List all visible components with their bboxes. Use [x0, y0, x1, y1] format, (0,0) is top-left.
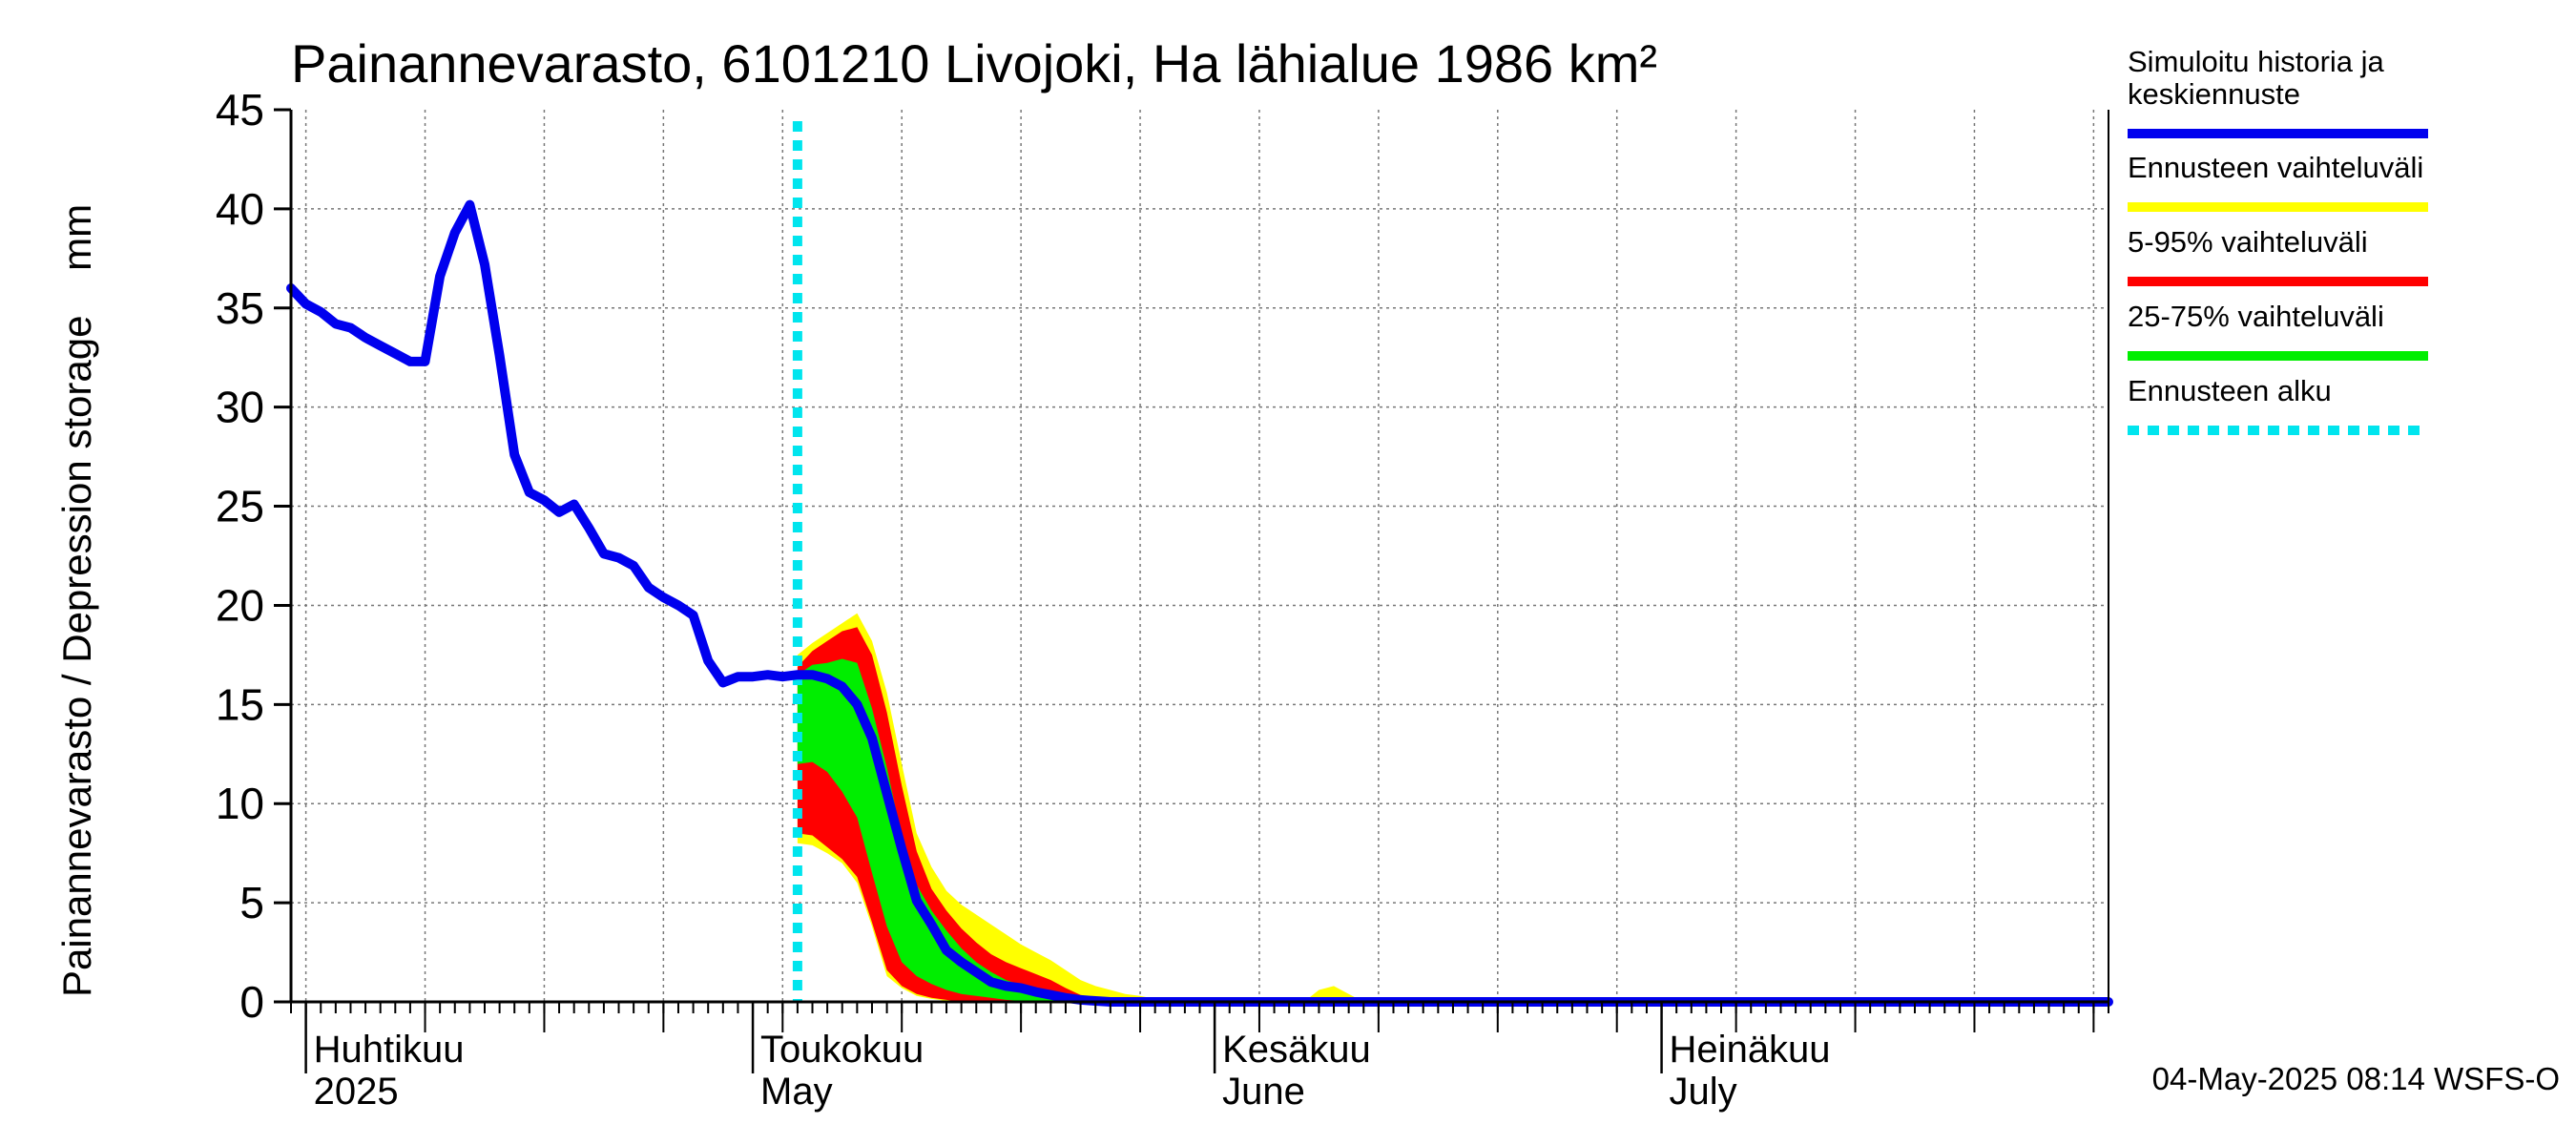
legend-label-ennusteen-vaihteluv-li: Ennusteen vaihteluväli [2128, 151, 2423, 184]
y-axis-label: Painannevarasto / Depression storage mm [54, 204, 99, 997]
x-month-label-en: May [760, 1071, 833, 1113]
band-p25-75 [797, 658, 2109, 1002]
grid [291, 110, 2109, 1002]
series-line-mean [286, 199, 2113, 1007]
series-lines [286, 199, 2113, 1007]
legend-label-simuloitu-historia-ja-keskiennuste-line1: Simuloitu historia ja [2128, 45, 2385, 78]
legend-label-5-95-vaihteluv-li: 5-95% vaihteluväli [2128, 225, 2368, 259]
y-tick-label: 0 [239, 977, 264, 1027]
y-tick-label: 30 [216, 383, 264, 432]
legend-label-25-75-vaihteluv-li: 25-75% vaihteluväli [2128, 300, 2384, 333]
y-tick-label: 5 [239, 878, 264, 927]
y-tick-labels: 0 5 10 15 20 25 30 35 40 45 [216, 85, 264, 1027]
y-tick-label: 45 [216, 85, 264, 135]
y-tick-label: 35 [216, 283, 264, 333]
forecast-bands [797, 613, 2109, 1002]
x-month-label-fi: Kesäkuu [1222, 1029, 1371, 1071]
x-month-label-fi: Heinäkuu [1670, 1029, 1831, 1071]
x-month-label-en: 2025 [314, 1071, 399, 1113]
y-tick-label: 10 [216, 779, 264, 828]
chart-title: Painannevarasto, 6101210 Livojoki, Ha lä… [291, 33, 1657, 94]
legend-label-ennusteen-alku: Ennusteen alku [2128, 374, 2332, 407]
y-tick-label: 25 [216, 482, 264, 531]
legend-label-simuloitu-historia-ja-keskiennuste-line2: keskiennuste [2128, 77, 2300, 111]
y-tick-label: 20 [216, 580, 264, 630]
y-tick-label: 40 [216, 184, 264, 234]
x-month-label-fi: Huhtikuu [314, 1029, 465, 1071]
footer-timestamp: 04-May-2025 08:14 WSFS-O [2152, 1061, 2560, 1096]
x-month-label-en: June [1222, 1071, 1305, 1113]
axes [274, 108, 2109, 1073]
x-month-label-en: July [1670, 1071, 1737, 1113]
y-tick-label: 15 [216, 679, 264, 729]
x-month-label-fi: Toukokuu [760, 1029, 924, 1071]
